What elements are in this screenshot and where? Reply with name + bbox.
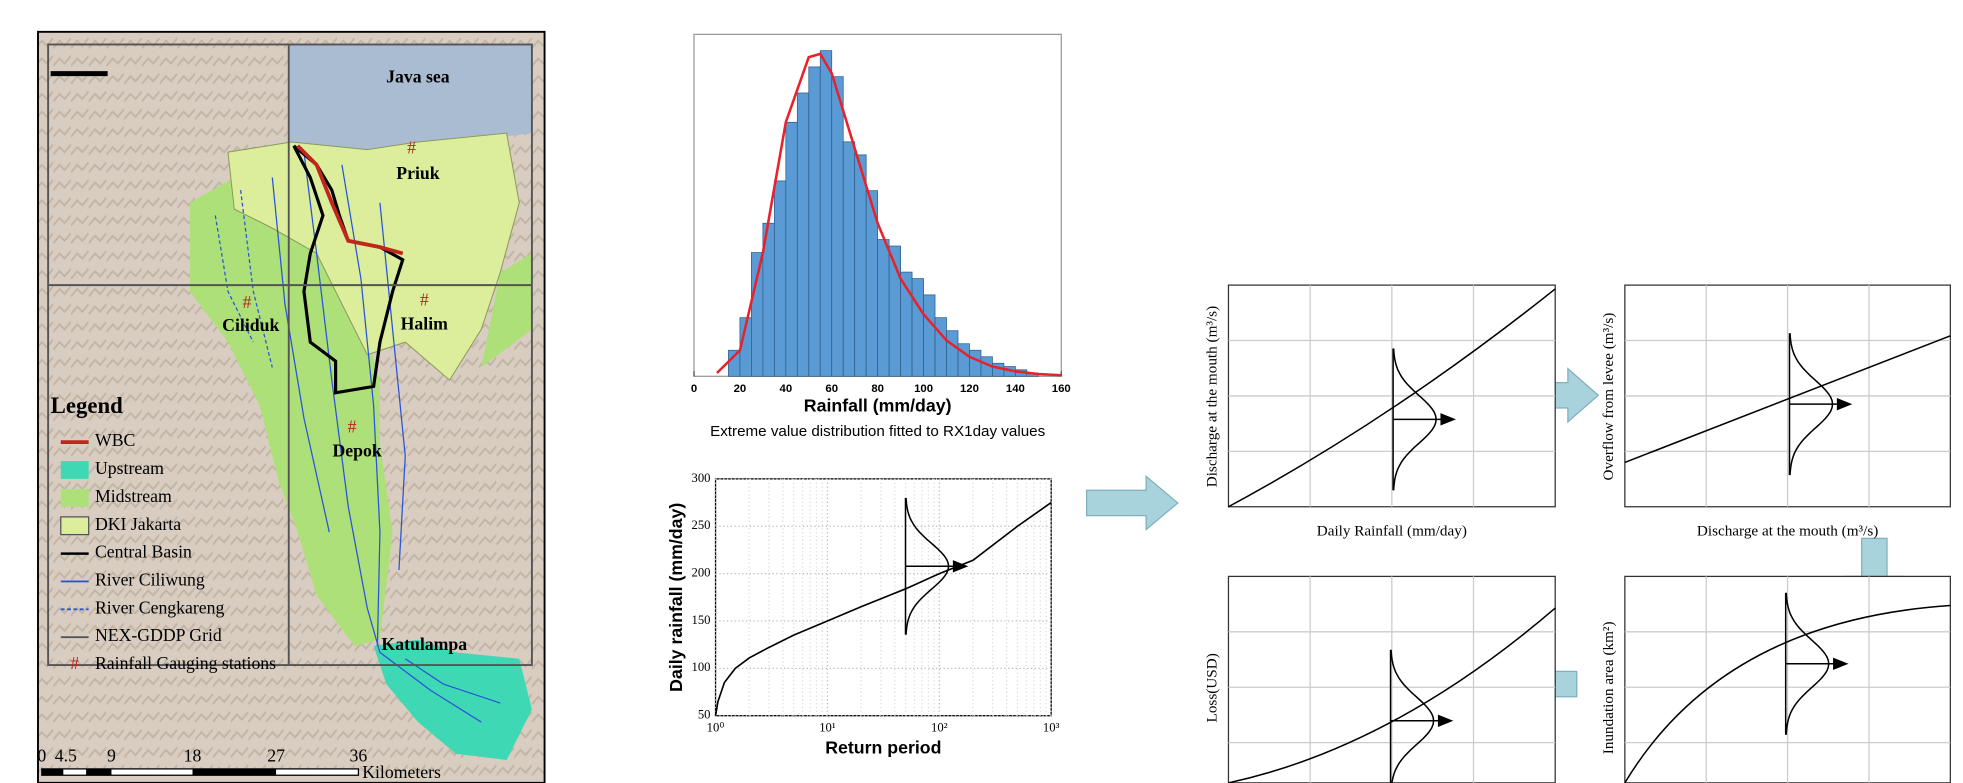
y-tick-label: 100	[691, 660, 710, 674]
gauge: #	[407, 138, 416, 158]
bar	[969, 350, 980, 376]
legend-label: River Ciliwung	[95, 570, 205, 590]
x-axis-label: Return period	[825, 737, 941, 757]
figure: Java sea Priuk Ciliduk Halim Depok Katul…	[0, 0, 1963, 783]
legend-title: Legend	[51, 393, 123, 418]
x-tick-label: 100	[914, 383, 933, 395]
bar	[935, 318, 946, 377]
y-tick-label: 50	[698, 708, 711, 722]
page: { "map": { "places": ["Java sea", "Priuk…	[0, 0, 1963, 783]
bar	[855, 155, 866, 376]
x-tick-label: 10³	[1043, 720, 1060, 734]
y-tick-label: 250	[691, 518, 710, 532]
panel: Loss(USD)	[1204, 576, 1555, 782]
panel: Discharge at the mouth (m³/s) Daily Rainf…	[1204, 285, 1555, 539]
legend-label: WBC	[95, 430, 135, 450]
place-label: Depok	[333, 440, 382, 460]
x-tick-label: 40	[780, 383, 793, 395]
x-tick-label: 80	[871, 383, 884, 395]
scale-label: 0	[37, 746, 46, 766]
bar	[912, 279, 923, 377]
bar	[797, 93, 808, 376]
gauge: #	[243, 292, 252, 312]
x-tick-label: 10⁰	[707, 720, 725, 734]
place-label: Java sea	[386, 67, 450, 87]
legend-label: Central Basin	[95, 542, 192, 562]
place-label: Ciliduk	[222, 315, 279, 335]
bar	[832, 77, 843, 377]
x-tick-label: 10²	[931, 720, 948, 734]
bar	[728, 350, 739, 376]
panel: Overflow from levee (m³/s) Discharge at t…	[1600, 285, 1950, 539]
legend-symbol	[61, 517, 89, 535]
arrow	[1087, 476, 1178, 529]
panel-x-label: Discharge at the mouth (m³/s)	[1697, 523, 1878, 540]
x-tick-label: 10¹	[819, 720, 836, 734]
legend-label: NEX-GDDP Grid	[95, 625, 222, 645]
panel-y-label: Overflow from levee (m³/s)	[1600, 313, 1617, 481]
bar	[809, 67, 820, 376]
legend-symbol	[61, 461, 89, 479]
legend-label: River Cengkareng	[95, 597, 225, 617]
x-tick-label: 140	[1006, 383, 1025, 395]
panel: Inundation area (km²)	[1600, 576, 1950, 782]
y-tick-label: 300	[691, 471, 710, 485]
place-label: Katulampa	[381, 634, 467, 654]
y-tick-label: 200	[691, 566, 710, 580]
caption: Extreme value distribution fitted to RX1…	[710, 423, 1046, 440]
legend-symbol	[61, 489, 89, 507]
legend-label: DKI Jakarta	[95, 514, 181, 534]
panel-y-label: Inundation area (km²)	[1600, 621, 1617, 754]
bar	[751, 253, 762, 377]
bar	[843, 142, 854, 376]
x-tick-label: 20	[734, 383, 747, 395]
bar	[947, 331, 958, 377]
x-tick-label: 0	[691, 383, 697, 395]
scale-unit: Kilometers	[362, 762, 441, 782]
legend-label: Midstream	[95, 486, 172, 506]
bar	[786, 122, 797, 376]
place-label: Halim	[401, 314, 448, 334]
y-tick-label: 150	[691, 613, 710, 627]
legend-symbol: #	[70, 653, 79, 673]
legend-label: Upstream	[95, 458, 164, 478]
bar	[878, 240, 889, 377]
scale-label: 4.5	[55, 746, 77, 766]
legend-label: Rainfall Gauging stations	[95, 653, 276, 673]
bar	[774, 181, 785, 376]
panel-y-label: Discharge at the mouth (m³/s)	[1204, 306, 1221, 487]
bar	[924, 295, 935, 376]
x-tick-label: 60	[825, 383, 838, 395]
scale-bar	[42, 769, 359, 775]
gauge: #	[348, 416, 357, 436]
scale-label: 18	[184, 746, 202, 766]
scale-label: 27	[267, 746, 285, 766]
x-tick-label: 120	[960, 383, 979, 395]
x-axis-label: Rainfall (mm/day)	[804, 395, 952, 415]
panel-y-label: Loss(USD)	[1204, 653, 1221, 722]
x-tick-label: 160	[1052, 383, 1071, 395]
panel-x-label: Daily Rainfall (mm/day)	[1317, 523, 1467, 540]
scale-label: 9	[107, 746, 116, 766]
bar	[820, 51, 831, 377]
y-axis-label: Daily rainfall (mm/day)	[666, 503, 686, 692]
place-label: Priuk	[396, 163, 439, 183]
gauge: #	[420, 290, 429, 310]
map: Java sea Priuk Ciliduk Halim Depok Katul…	[37, 32, 544, 783]
